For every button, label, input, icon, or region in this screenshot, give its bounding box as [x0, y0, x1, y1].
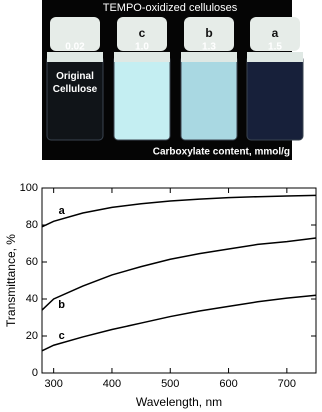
x-tick-label: 500: [161, 378, 179, 390]
x-tick-label: 700: [278, 378, 296, 390]
y-tick-label: 100: [20, 182, 38, 194]
vial-body: [246, 55, 304, 141]
vial-band: [114, 52, 170, 62]
series-label: c: [59, 330, 65, 342]
y-tick-label: 60: [26, 256, 38, 268]
vial-label-line: Cellulose: [53, 84, 98, 95]
vial-letter: c: [139, 26, 146, 40]
vial-label: Original Cellulose: [53, 71, 98, 95]
vial-value: 0.02: [65, 42, 85, 53]
x-tick-label: 600: [219, 378, 237, 390]
vial-value: 1.0: [135, 42, 149, 53]
vial-cap: [117, 17, 167, 51]
photo-caption: Carboxylate content, mmol/g: [153, 147, 290, 158]
vial-band: [247, 52, 303, 62]
vial-value: 1.3: [202, 42, 216, 53]
x-tick-label: 300: [44, 378, 62, 390]
vial-letter: b: [205, 26, 212, 40]
y-tick-label: 40: [26, 293, 38, 305]
vial-cap: [50, 17, 100, 51]
vial-letter: a: [272, 26, 279, 40]
vial-label-line: Original: [56, 71, 94, 82]
series-label: b: [58, 299, 65, 311]
vial-body: [180, 55, 238, 141]
x-tick-label: 400: [103, 378, 121, 390]
vial-body: [46, 55, 104, 141]
y-tick-label: 20: [26, 330, 38, 342]
line-series: [41, 194, 317, 228]
y-tick-label: 0: [32, 367, 38, 379]
y-axis-label: Transmittance, %: [4, 234, 18, 327]
vial-value: 1.5: [268, 42, 282, 53]
vial-band: [181, 52, 237, 62]
vial-cap: [184, 17, 234, 51]
plot-frame: [41, 187, 317, 374]
x-axis-label: Wavelength, nm: [136, 395, 222, 409]
photo-title: TEMPO-oxidized celluloses: [103, 2, 238, 14]
vial-band: [47, 52, 103, 62]
line-series: [41, 294, 317, 352]
vial-body: [113, 55, 171, 141]
y-tick-label: 80: [26, 219, 38, 231]
vial-cap: [250, 17, 300, 51]
line-series: [41, 237, 317, 311]
series-label: a: [59, 205, 66, 217]
